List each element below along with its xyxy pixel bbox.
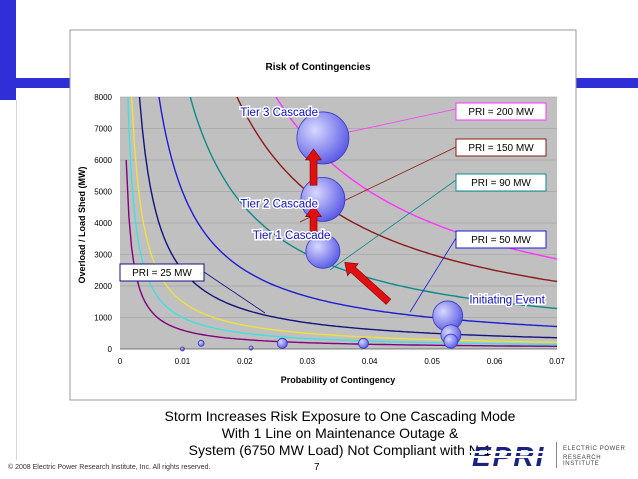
cascade-arrow bbox=[344, 262, 392, 305]
x-tick-label: 0.01 bbox=[175, 357, 191, 366]
pri-curve bbox=[130, 97, 557, 343]
cascade-arrow bbox=[304, 148, 323, 186]
caption-line-3: System (6750 MW Load) Not Compliant with… bbox=[188, 442, 492, 458]
cascade-arrow-shape bbox=[304, 205, 323, 238]
y-tick-label: 3000 bbox=[94, 251, 112, 260]
contingency-bubble bbox=[248, 345, 254, 351]
pri-callout-leader bbox=[203, 271, 266, 314]
x-tick-label: 0.07 bbox=[549, 357, 565, 366]
pri-callout-box bbox=[455, 102, 547, 121]
pri-curve bbox=[236, 97, 557, 283]
contingency-bubble bbox=[358, 337, 369, 349]
x-tick-label: 0.06 bbox=[487, 357, 503, 366]
y-tick-label: 5000 bbox=[94, 188, 112, 197]
contingency-bubble bbox=[443, 333, 459, 349]
logo-line-2: RESEARCH INSTITUTE bbox=[563, 455, 602, 467]
logo-line-1: ELECTRIC POWER bbox=[563, 446, 626, 452]
cascade-label: Tier 1 Cascade bbox=[253, 230, 331, 242]
cascade-label: Tier 2 Cascade bbox=[240, 198, 318, 210]
page-number: 7 bbox=[314, 462, 320, 473]
x-tick-label: 0.03 bbox=[299, 357, 315, 366]
y-tick-label: 0 bbox=[108, 345, 113, 354]
x-tick-label: 0 bbox=[118, 357, 123, 366]
y-axis-label: Overload / Load Shed (MW) bbox=[77, 166, 87, 283]
pri-curve bbox=[125, 159, 557, 347]
pri-callout-box bbox=[455, 138, 547, 157]
pri-callout-label: PRI = 50 MW bbox=[471, 235, 531, 246]
pri-callout-label: PRI = 25 MW bbox=[132, 268, 192, 279]
pri-curve bbox=[138, 97, 557, 339]
epri-logo-mark: EPRI bbox=[470, 441, 556, 472]
x-tick-label: 0.02 bbox=[237, 357, 253, 366]
slide-left-panel bbox=[0, 100, 17, 460]
y-tick-label: 8000 bbox=[94, 93, 112, 102]
y-tick-label: 1000 bbox=[94, 314, 112, 323]
pri-callout-leader bbox=[329, 179, 457, 271]
pri-curve bbox=[158, 97, 557, 328]
pri-callout-label: PRI = 150 MW bbox=[468, 143, 534, 154]
pri-callout-box bbox=[455, 230, 547, 249]
y-tick-label: 7000 bbox=[94, 125, 112, 134]
pri-callout-box bbox=[119, 263, 205, 282]
footer-copyright: © 2008 Electric Power Research Institute… bbox=[8, 464, 211, 471]
pri-callout-box bbox=[455, 173, 547, 192]
pri-curve bbox=[127, 97, 557, 346]
contingency-bubble bbox=[296, 111, 350, 165]
y-tick-label: 2000 bbox=[94, 282, 112, 291]
contingency-bubble bbox=[305, 233, 341, 269]
pri-callout-leader bbox=[409, 237, 457, 313]
caption-line-2: With 1 Line on Maintenance Outage & bbox=[221, 425, 459, 441]
y-tick-label: 6000 bbox=[94, 156, 112, 165]
pri-callout-label: PRI = 200 MW bbox=[468, 107, 534, 118]
cascade-arrow-shape bbox=[344, 262, 392, 305]
x-tick-label: 0.04 bbox=[362, 357, 378, 366]
x-axis-label: Probability of Contingency bbox=[281, 375, 396, 385]
cascade-arrow bbox=[304, 205, 323, 238]
slide-accent-bar bbox=[0, 0, 16, 100]
cascade-label: Tier 3 Cascade bbox=[240, 107, 318, 119]
x-tick-label: 0.05 bbox=[424, 357, 440, 366]
contingency-bubble bbox=[276, 337, 288, 349]
contingency-bubble bbox=[197, 339, 205, 347]
pri-callout-label: PRI = 90 MW bbox=[471, 178, 531, 189]
cascade-label: Initiating Event bbox=[469, 294, 545, 306]
caption-line-1: Storm Increases Risk Exposure to One Cas… bbox=[164, 408, 516, 424]
cascade-arrow-shape bbox=[304, 148, 323, 186]
chart-title: Risk of Contingencies bbox=[265, 62, 370, 73]
epri-logo: EPRI ELECTRIC POWER RESEARCH INSTITUTE bbox=[470, 438, 630, 474]
pri-curve bbox=[189, 97, 557, 310]
y-tick-label: 4000 bbox=[94, 219, 112, 228]
